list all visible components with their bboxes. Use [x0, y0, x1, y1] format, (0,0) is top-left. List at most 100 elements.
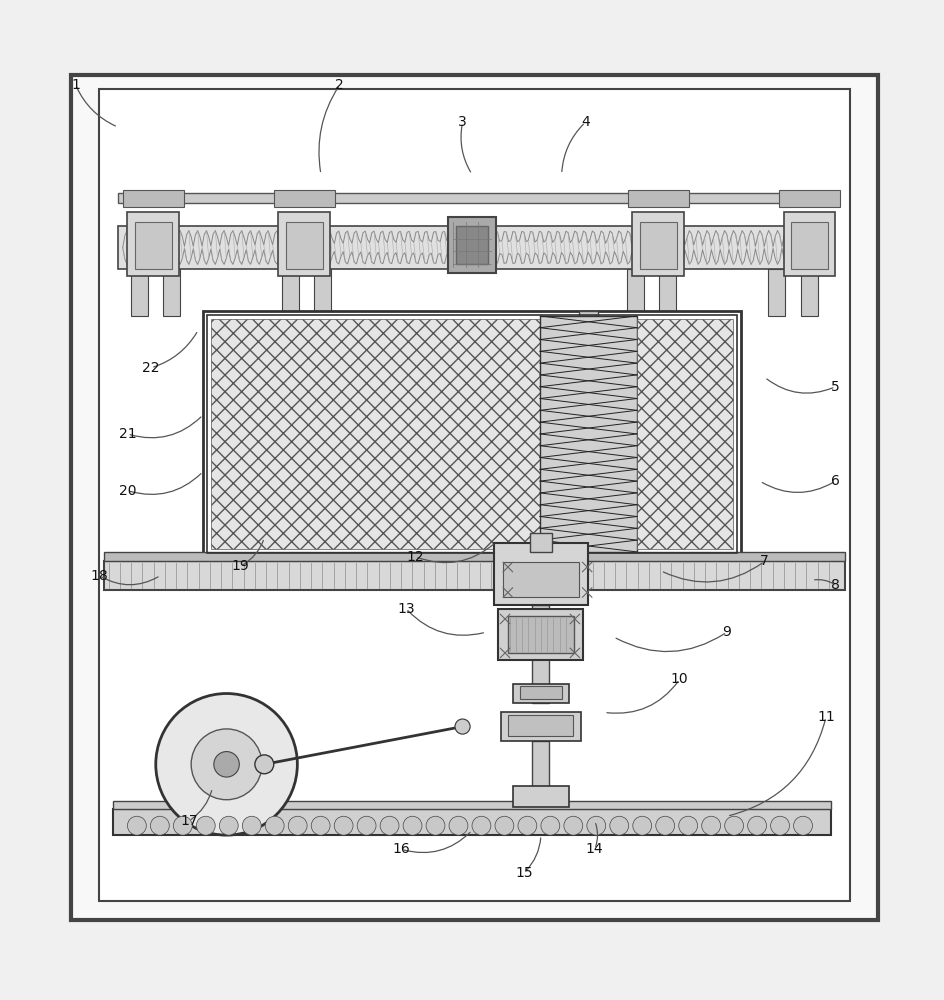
Circle shape [334, 816, 353, 835]
Bar [637, 319, 733, 549]
Bar [532, 741, 549, 788]
Text: 18: 18 [91, 569, 108, 583]
Text: 10: 10 [671, 672, 688, 686]
Circle shape [213, 752, 240, 777]
Text: 14: 14 [586, 842, 603, 856]
Bar [99, 89, 850, 901]
Text: 5: 5 [831, 380, 840, 394]
Circle shape [403, 816, 422, 835]
Text: 7: 7 [760, 554, 769, 568]
Text: 17: 17 [180, 814, 197, 828]
Text: 12: 12 [407, 550, 424, 564]
Circle shape [587, 816, 606, 835]
Bar [104, 552, 845, 561]
Bar [314, 269, 331, 316]
Bar [104, 561, 845, 590]
Bar [513, 684, 569, 703]
Circle shape [449, 816, 468, 835]
Bar [520, 686, 562, 699]
Circle shape [265, 816, 284, 835]
Circle shape [794, 816, 813, 835]
Bar [540, 316, 637, 552]
Circle shape [156, 694, 297, 835]
Text: 6: 6 [831, 474, 840, 488]
Text: 21: 21 [119, 427, 136, 441]
Circle shape [632, 816, 651, 835]
Bar [131, 269, 148, 316]
Bar [203, 311, 741, 557]
Bar [211, 319, 540, 549]
Bar [71, 75, 878, 920]
Bar [135, 222, 172, 269]
Bar [784, 212, 835, 276]
Circle shape [196, 816, 215, 835]
Circle shape [455, 719, 470, 734]
Bar [456, 226, 488, 264]
Circle shape [564, 816, 582, 835]
Bar [278, 212, 330, 276]
Bar [801, 269, 818, 316]
Bar [127, 212, 179, 276]
Bar [532, 605, 549, 703]
Bar [768, 269, 785, 316]
Circle shape [288, 816, 307, 835]
Bar [659, 269, 676, 316]
Circle shape [127, 816, 146, 835]
Bar [113, 801, 831, 809]
Circle shape [701, 816, 720, 835]
Bar [113, 809, 831, 835]
Circle shape [610, 816, 629, 835]
Bar [508, 715, 573, 736]
Circle shape [518, 816, 537, 835]
Bar [628, 190, 689, 207]
Circle shape [219, 816, 238, 835]
Circle shape [541, 816, 560, 835]
Bar [163, 269, 180, 316]
Text: 9: 9 [722, 625, 732, 639]
Bar [274, 190, 335, 207]
Bar [500, 712, 581, 741]
Text: 16: 16 [393, 842, 410, 856]
Bar [513, 786, 569, 807]
Text: 15: 15 [515, 866, 532, 880]
Text: 8: 8 [831, 578, 840, 592]
Circle shape [748, 816, 767, 835]
Bar [282, 269, 299, 316]
Text: 1: 1 [71, 78, 80, 92]
Text: 22: 22 [143, 361, 160, 375]
Text: 19: 19 [232, 559, 249, 573]
Circle shape [656, 816, 675, 835]
Circle shape [150, 816, 169, 835]
Text: 20: 20 [119, 484, 136, 498]
Text: 11: 11 [818, 710, 834, 724]
Circle shape [725, 816, 744, 835]
Bar [494, 543, 588, 605]
Circle shape [357, 816, 376, 835]
Circle shape [312, 816, 330, 835]
Text: 13: 13 [397, 602, 414, 616]
Bar [627, 269, 644, 316]
Text: 2: 2 [335, 78, 345, 92]
Bar [118, 193, 831, 203]
Circle shape [191, 729, 261, 800]
Circle shape [495, 816, 514, 835]
Bar [779, 190, 840, 207]
Bar [791, 222, 828, 269]
Bar [503, 562, 579, 597]
Bar [207, 315, 737, 553]
Bar [498, 609, 583, 660]
Bar [508, 616, 574, 653]
Circle shape [174, 816, 193, 835]
Bar [123, 190, 184, 207]
Circle shape [255, 755, 274, 774]
Bar [530, 533, 552, 552]
Bar [579, 311, 598, 316]
Bar [640, 222, 677, 269]
Bar [632, 212, 684, 276]
Bar [118, 226, 831, 269]
Text: 4: 4 [581, 115, 590, 129]
Bar [286, 222, 323, 269]
Bar [448, 217, 496, 273]
Circle shape [679, 816, 698, 835]
Text: 3: 3 [458, 115, 467, 129]
